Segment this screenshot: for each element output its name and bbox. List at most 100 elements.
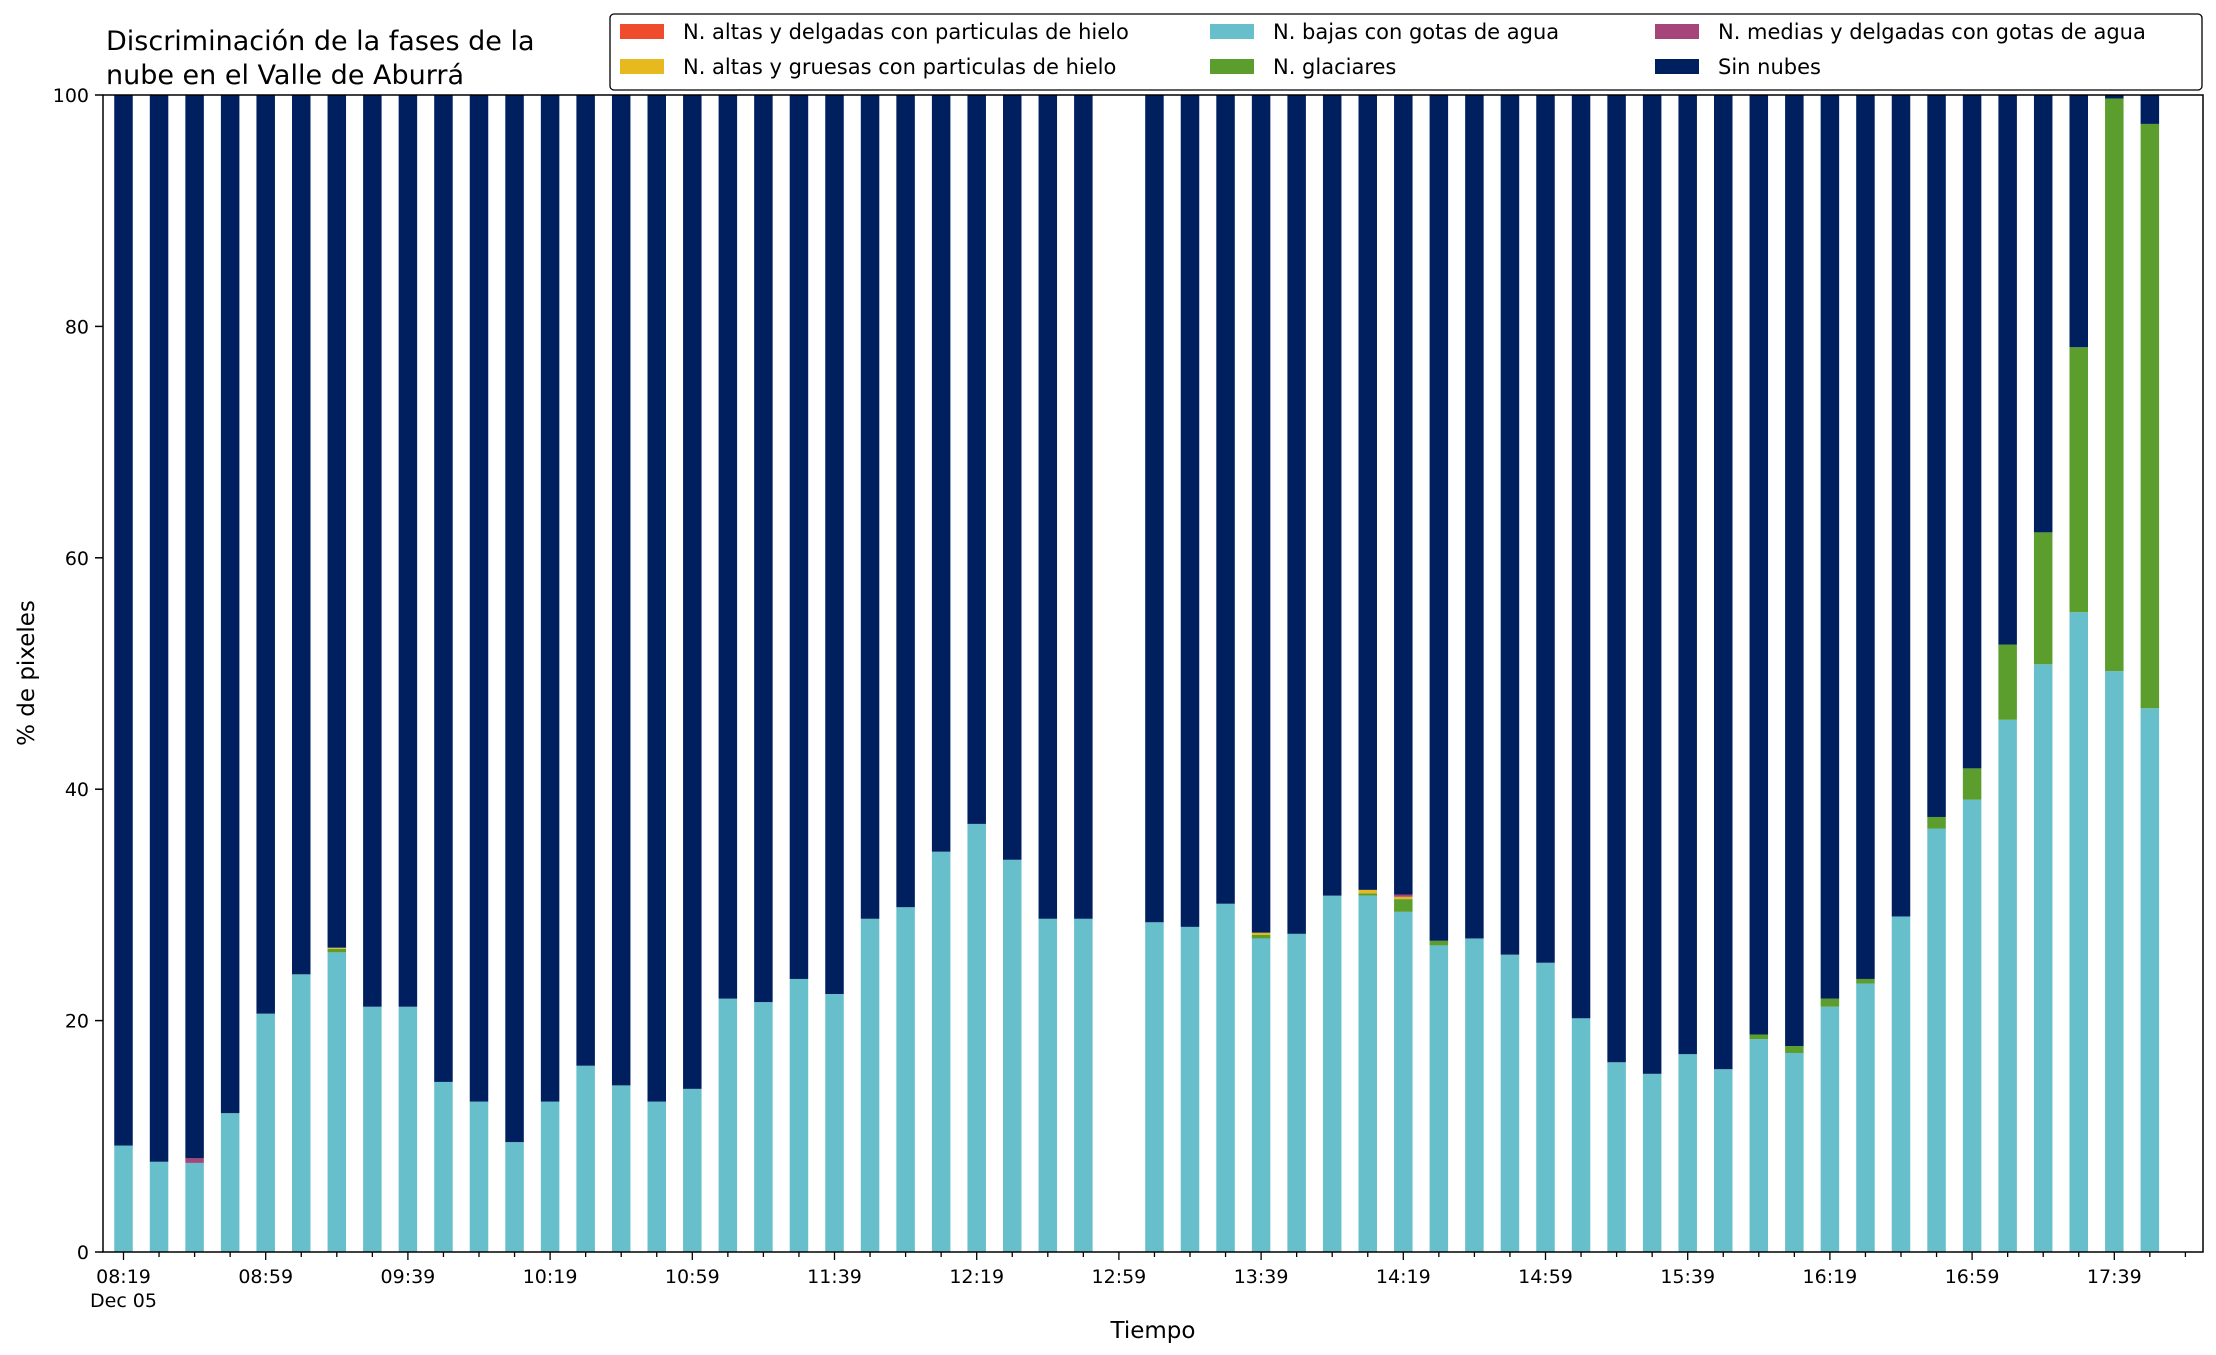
bar-segment (363, 95, 382, 1007)
bar-segment (967, 823, 986, 1252)
bar-segment (576, 1065, 595, 1252)
bar-segment (540, 1101, 560, 1252)
bar-segment (220, 1113, 240, 1252)
bar-segment (1322, 95, 1342, 896)
bar-segment (1536, 95, 1555, 963)
bar-segment (505, 1142, 524, 1252)
y-tick-label: 60 (65, 548, 89, 570)
bar-segment (647, 1101, 666, 1252)
bar-segment (1465, 938, 1484, 1252)
bar-segment (256, 1013, 275, 1252)
bar-segment (1678, 1054, 1697, 1252)
chart-title-line: Discriminación de la fases de la (106, 26, 535, 57)
bar-segment (1607, 1062, 1626, 1252)
bar-segment (1500, 954, 1520, 1252)
x-tick-label: 11:39 (807, 1266, 862, 1288)
bar-segment (292, 974, 311, 1252)
bar-segment (1394, 911, 1413, 1252)
bar-segment (754, 1002, 773, 1252)
bar-segment (327, 95, 347, 948)
bar-segment (683, 1088, 702, 1252)
bar-segment (576, 95, 595, 1066)
bar-segment (1038, 918, 1058, 1252)
bar-segment (1571, 1018, 1591, 1252)
chart-title-line: nube en el Valle de Aburrá (106, 60, 464, 91)
x-tick-label: 16:19 (1803, 1266, 1858, 1288)
bar-segment (2105, 98, 2124, 672)
x-tick-label: 08:19 (96, 1266, 151, 1288)
bar-segment (896, 95, 915, 908)
legend-swatch (1210, 24, 1254, 39)
bar-segment (2069, 612, 2088, 1252)
bar-segment (1927, 828, 1946, 1252)
bar-segment (2105, 95, 2124, 99)
bar-segment (256, 95, 275, 1014)
bar-segment (2140, 95, 2160, 124)
bar-segment (1394, 894, 1413, 897)
x-axis: 08:19 08:59 09:39 10:19 10:59 11:39 12:19 12:59… (90, 1252, 2187, 1312)
x-tick-label: 09:39 (381, 1266, 436, 1288)
bar-segment (469, 1101, 489, 1252)
bar-segment (185, 95, 204, 1159)
bar-segment (1607, 95, 1626, 1063)
y-tick-label: 20 (65, 1011, 89, 1033)
bar-segment (931, 95, 951, 852)
bar-segment (1998, 719, 2017, 1252)
bar-segment (1714, 1069, 1733, 1252)
bar-segment (1998, 95, 2017, 645)
bar-segment (1785, 1053, 1804, 1252)
bar-segment (2033, 95, 2053, 533)
bar-segment (1465, 95, 1484, 939)
bar-segment (327, 948, 347, 953)
bar-segment (1927, 95, 1946, 817)
bar-segment (1003, 95, 1022, 860)
x-tick-label: 12:59 (1092, 1266, 1147, 1288)
bar-segment (789, 978, 809, 1252)
bar-segment (1820, 998, 1840, 1007)
bar-segment (1678, 95, 1697, 1055)
bar-segment (149, 95, 169, 1162)
bar-segment (1962, 768, 1982, 800)
bar-segment (1571, 95, 1591, 1019)
bar-segment (1820, 95, 1840, 999)
bar-segment (185, 1162, 204, 1252)
bar-segment (1358, 893, 1377, 896)
x-tick-label: 13:39 (1234, 1266, 1289, 1288)
legend-item: N. medias y delgadas con gotas de agua (1655, 20, 2146, 44)
bar-segment (1074, 918, 1093, 1252)
bar-segment (1003, 859, 1022, 1252)
legend-item: N. glaciares (1210, 55, 1396, 79)
bar-segment (1287, 95, 1306, 934)
bar-segment (1429, 940, 1449, 946)
x-tick-label: 14:19 (1376, 1266, 1431, 1288)
bar-segment (1074, 95, 1093, 919)
bar-segment (860, 918, 880, 1252)
x-axis-label: Tiempo (1110, 1318, 1196, 1344)
bar-segment (292, 95, 311, 975)
bar-segment (789, 95, 809, 979)
bar-segment (2140, 708, 2160, 1252)
x-tick-label: 15:39 (1660, 1266, 1715, 1288)
bar-segment (114, 1145, 133, 1252)
legend-swatch (1655, 59, 1699, 74)
bar-segment (825, 95, 844, 994)
bar-segment (540, 95, 560, 1102)
bar-segment (1785, 95, 1804, 1047)
legend-swatch (1210, 59, 1254, 74)
x-tick-label: 10:19 (523, 1266, 578, 1288)
bar-segment (1251, 934, 1271, 939)
x-tick-label: 08:59 (238, 1266, 293, 1288)
legend-label: N. medias y delgadas con gotas de agua (1718, 20, 2146, 44)
bar-segment (718, 95, 738, 999)
bar-segment (1358, 95, 1377, 890)
x-tick-label: 17:39 (2087, 1266, 2142, 1288)
y-axis-label: % de pixeles (14, 600, 40, 746)
bar-segment (1891, 95, 1911, 917)
bar-segment (114, 95, 133, 1146)
bar-segment (825, 993, 844, 1252)
bar-segment (434, 1081, 453, 1252)
x-tick-label: 16:59 (1945, 1266, 2000, 1288)
legend-item: N. bajas con gotas de agua (1210, 20, 1559, 44)
